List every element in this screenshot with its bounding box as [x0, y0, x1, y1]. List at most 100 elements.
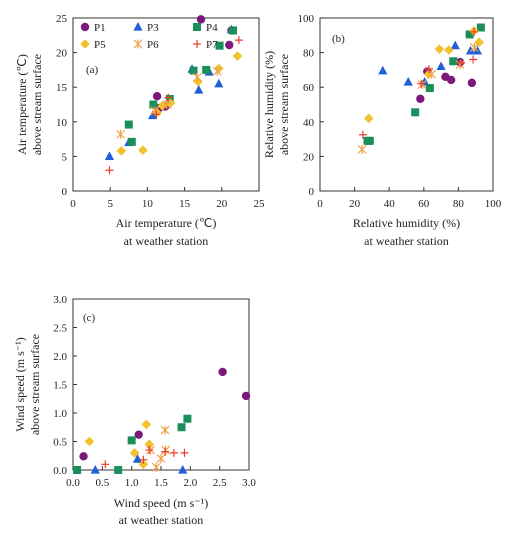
- data-point-P4: [73, 466, 82, 474]
- legend-label-P6: P6: [147, 39, 159, 51]
- data-point-P1: [416, 94, 425, 103]
- data-point-P4: [165, 94, 174, 103]
- data-point-P7: [161, 447, 170, 456]
- data-point-P5: [474, 37, 484, 48]
- series-P6: [357, 42, 479, 154]
- panel-label: (a): [86, 64, 99, 76]
- legend: P1 P3 P4 P5 P6 P7: [80, 22, 218, 51]
- data-point-P3: [465, 45, 476, 55]
- x-tick-label: 60: [418, 198, 430, 210]
- x-tick-label: 0: [70, 198, 76, 210]
- data-point-P5: [232, 51, 243, 61]
- data-point-P3: [450, 40, 460, 50]
- legend-marker-P1: [80, 22, 90, 32]
- plot-frame: [319, 17, 494, 192]
- series-P5: [363, 26, 484, 124]
- data-point-P1: [134, 430, 143, 439]
- data-point-P7: [417, 79, 426, 88]
- x-tick-label: 80: [453, 198, 465, 210]
- data-point-P7: [180, 448, 189, 457]
- legend-label-P7: P7: [206, 39, 218, 51]
- y-tick-label: 2.5: [53, 323, 67, 335]
- x-tick-label: 25: [254, 198, 266, 210]
- data-point-P1: [467, 78, 477, 88]
- y-axis-label: Air temperature (℃): [15, 54, 29, 155]
- y-tick-label: 40: [303, 117, 315, 129]
- x-axis-label-line2: at weather station: [364, 234, 449, 248]
- data-point-P7: [145, 446, 154, 455]
- data-point-P3: [378, 65, 388, 75]
- data-point-P1: [446, 75, 456, 85]
- data-point-P4: [127, 436, 136, 445]
- legend-marker-P7: [193, 40, 201, 48]
- data-point-P6: [156, 454, 166, 464]
- series-P4: [124, 26, 237, 146]
- x-tick-label: 10: [142, 198, 154, 210]
- x-tick-label: 1.5: [154, 477, 168, 489]
- data-point-P5: [129, 448, 140, 458]
- x-tick-label: 1.0: [125, 477, 139, 489]
- y-tick-label: 5: [62, 151, 68, 163]
- data-point-P4: [476, 23, 485, 32]
- x-tick-label: 20: [349, 198, 361, 210]
- series-P3: [378, 40, 483, 86]
- data-point-P6: [192, 73, 202, 83]
- data-point-P4: [149, 100, 158, 109]
- data-point-P4: [189, 66, 198, 75]
- x-tick-label: 2.5: [213, 477, 227, 489]
- data-point-P5: [165, 98, 176, 108]
- data-point-P6: [151, 462, 161, 472]
- data-point-P4: [465, 30, 474, 39]
- data-point-P5: [444, 45, 454, 55]
- series-P3: [90, 454, 188, 474]
- data-point-P7: [469, 27, 478, 36]
- data-point-P1: [225, 40, 234, 50]
- y-axis-label: Relative humidity (%): [262, 51, 276, 158]
- y-tick-label: 15: [56, 82, 68, 94]
- x-tick-label: 5: [107, 198, 113, 210]
- series-P6: [146, 425, 171, 472]
- data-point-P4: [228, 26, 237, 35]
- x-tick-label: 20: [216, 198, 228, 210]
- series-P4: [363, 23, 485, 145]
- scatter-panel-3: 0.0 0.5 1.0 1.5 2.0 2.5 3.0 0.0 0.5 1.0 1.5 2.0 2.5 3…: [13, 294, 256, 527]
- data-point-P5: [214, 63, 224, 74]
- y-axis-label: Wind speed (m s⁻¹): [13, 337, 27, 431]
- data-point-P7: [234, 36, 243, 45]
- series-P7: [101, 446, 189, 469]
- x-tick-label: 15: [179, 198, 191, 210]
- data-point-P1: [241, 391, 251, 401]
- data-point-P7: [101, 460, 110, 469]
- y-tick-label: 1.0: [53, 408, 67, 420]
- data-point-P6: [162, 100, 172, 109]
- data-point-P4: [124, 120, 133, 129]
- y-tick-label: 20: [303, 151, 315, 163]
- legend-marker-P6: [133, 39, 143, 49]
- data-point-P5: [138, 459, 149, 470]
- data-point-P4: [449, 57, 458, 66]
- data-point-P5: [84, 436, 95, 447]
- y-tick-label: 3.0: [53, 294, 67, 306]
- y-tick-label: 0: [62, 186, 68, 198]
- data-point-P6: [469, 42, 479, 52]
- data-point-P6: [212, 66, 222, 76]
- x-tick-label: 2.0: [183, 477, 197, 489]
- data-point-P3: [214, 78, 224, 88]
- x-axis-label: Air temperature (℃): [116, 216, 217, 230]
- x-axis-label: Wind speed (m s⁻¹): [114, 496, 208, 510]
- data-point-P3: [90, 465, 100, 474]
- data-point-P1: [79, 452, 88, 461]
- data-point-P3: [178, 465, 188, 474]
- data-point-P4: [411, 108, 420, 117]
- legend-label-P3: P3: [147, 22, 159, 34]
- data-point-P3: [403, 77, 413, 86]
- data-point-P3: [148, 110, 158, 120]
- data-point-P6: [116, 129, 126, 139]
- legend-marker-P4: [193, 23, 201, 31]
- data-point-P6: [417, 80, 427, 90]
- data-point-P7: [169, 448, 178, 457]
- series-P1: [79, 367, 251, 461]
- data-point-P4: [365, 136, 374, 145]
- legend-marker-P3: [133, 22, 143, 31]
